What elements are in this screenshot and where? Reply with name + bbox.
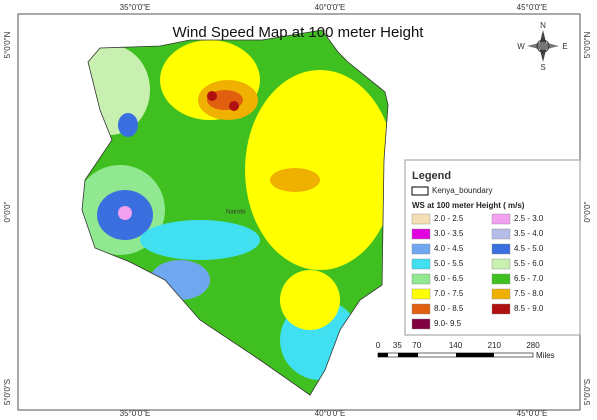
legend-swatch xyxy=(491,258,511,270)
legend: Legend Kenya_boundary WS at 100 meter He… xyxy=(404,159,581,336)
legend-label: 6.5 - 7.0 xyxy=(514,274,544,283)
scale-label: 35 xyxy=(393,341,402,350)
scale-label: 140 xyxy=(449,341,463,350)
coord-label: 5°0'0"N xyxy=(3,31,12,58)
legend-label: 9.0- 9.5 xyxy=(434,319,462,328)
legend-swatch xyxy=(491,228,511,240)
place-label: Nairobi xyxy=(226,210,245,216)
coord-label: 35°0'0"E xyxy=(120,3,151,12)
coord-label: 35°0'0"E xyxy=(120,409,151,418)
scale-label: 210 xyxy=(488,341,502,350)
scale-label: 0 xyxy=(376,341,381,350)
legend-swatch xyxy=(411,228,431,240)
coord-label: 40°0'0"E xyxy=(315,3,346,12)
legend-swatch xyxy=(411,288,431,300)
legend-label: 3.0 - 3.5 xyxy=(434,229,464,238)
legend-swatch xyxy=(491,303,511,315)
legend-swatch xyxy=(491,213,511,225)
legend-swatch xyxy=(411,303,431,315)
legend-label: 8.0 - 8.5 xyxy=(434,304,464,313)
compass-letter: N xyxy=(540,21,546,30)
coord-label: 45°0'0"E xyxy=(517,409,548,418)
scale-label: 70 xyxy=(412,341,421,350)
boundary-swatch xyxy=(411,186,429,196)
legend-label: 2.0 - 2.5 xyxy=(434,214,464,223)
coord-label: 0°0'0" xyxy=(583,201,592,222)
legend-label: 5.0 - 5.5 xyxy=(434,259,464,268)
compass-letter: E xyxy=(562,42,567,51)
coord-label: 5°0'0"N xyxy=(583,31,592,58)
compass-letter: W xyxy=(517,42,525,51)
legend-swatch xyxy=(411,213,431,225)
compass-letter: S xyxy=(540,63,545,72)
legend-label: 2.5 - 3.0 xyxy=(514,214,544,223)
coord-label: 5°0'0"S xyxy=(583,379,592,405)
legend-label: 4.5 - 5.0 xyxy=(514,244,544,253)
kenya-boundary xyxy=(81,29,389,396)
legend-label: Kenya_boundary xyxy=(432,186,493,195)
legend-label: 7.0 - 7.5 xyxy=(434,289,464,298)
legend-swatch xyxy=(411,318,431,330)
scale-unit: Miles xyxy=(536,351,555,360)
legend-label: 4.0 - 4.5 xyxy=(434,244,464,253)
legend-label: 3.5 - 4.0 xyxy=(514,229,544,238)
compass: N E S W xyxy=(517,21,567,72)
legend-swatch xyxy=(411,273,431,285)
map-title: Wind Speed Map at 100 meter Height xyxy=(173,24,425,41)
coord-label: 40°0'0"E xyxy=(315,409,346,418)
coord-label: 0°0'0" xyxy=(3,201,12,222)
legend-swatch xyxy=(411,243,431,255)
coord-label: 5°0'0"S xyxy=(3,379,12,405)
legend-swatch xyxy=(411,258,431,270)
coord-label: 45°0'0"E xyxy=(517,3,548,12)
legend-swatch xyxy=(491,288,511,300)
legend-subtitle: WS at 100 meter Height ( m/s) xyxy=(412,201,525,210)
scale-label: 280 xyxy=(526,341,540,350)
legend-swatch xyxy=(491,243,511,255)
scale-bar: Miles 0 35 70 140 210 280 xyxy=(376,341,555,360)
legend-title: Legend xyxy=(412,170,451,182)
legend-swatch xyxy=(491,273,511,285)
legend-label: 5.5 - 6.0 xyxy=(514,259,544,268)
legend-label: 8.5 - 9.0 xyxy=(514,304,544,313)
legend-label: 6.0 - 6.5 xyxy=(434,274,464,283)
legend-label: 7.5 - 8.0 xyxy=(514,289,544,298)
